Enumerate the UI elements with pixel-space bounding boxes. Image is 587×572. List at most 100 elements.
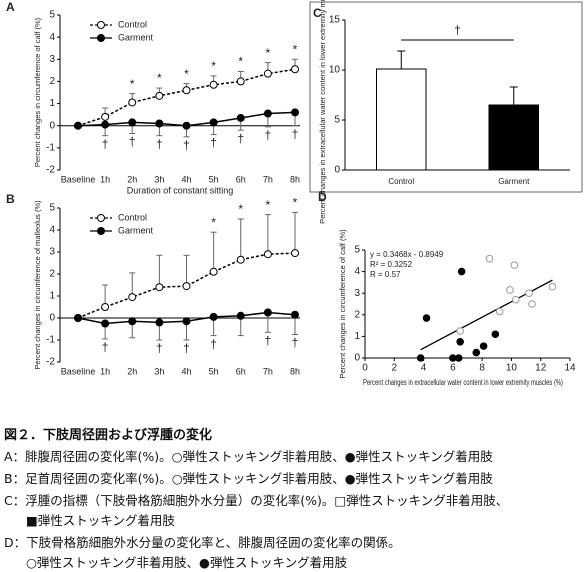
- significance-mark: †: [237, 131, 244, 145]
- marker: [209, 312, 218, 321]
- marker: [456, 327, 464, 335]
- y-tick-label: 0: [49, 120, 55, 131]
- y-tick-label: -2: [46, 357, 55, 368]
- legend-label: Garment: [118, 225, 154, 235]
- marker: [209, 80, 218, 89]
- x-tick-label: 3h: [154, 174, 164, 184]
- significance-mark: *: [266, 46, 271, 60]
- trend-line: [420, 279, 553, 351]
- significance-mark: †: [265, 128, 272, 142]
- marker: [510, 261, 519, 269]
- panel-label: D: [318, 190, 327, 204]
- significance-mark: †: [156, 341, 163, 355]
- marker: [128, 118, 137, 127]
- marker: [495, 307, 504, 316]
- x-tick-label: 1h: [100, 174, 110, 184]
- y-tick-label: -2: [46, 165, 55, 176]
- marker: [236, 255, 245, 264]
- y-tick-label: -1: [46, 142, 55, 153]
- caption-title: 図２．下肢周径囲および浮腫の変化: [4, 428, 213, 443]
- significance-mark: *: [266, 198, 271, 212]
- marker: [263, 250, 272, 259]
- marker: [456, 338, 464, 346]
- marker: [182, 282, 191, 291]
- y-tick-label: 0: [354, 353, 360, 364]
- legend-label: Control: [118, 19, 147, 29]
- y-tick-label: 5: [354, 245, 360, 256]
- y-tick-label: 5: [49, 203, 55, 214]
- significance-mark: *: [130, 77, 135, 91]
- x-tick-label: 0: [362, 363, 368, 374]
- significance-mark: *: [238, 202, 243, 216]
- y-axis-label: Percent changes in circumference of calf…: [33, 17, 42, 167]
- caption-line: C：浮腫の指標（下肢骨格筋細胞外水分量）の変化率(%)。□弾性ストッキング非着用…: [4, 493, 509, 508]
- marker: [416, 354, 425, 362]
- x-tick-label: 3h: [154, 366, 164, 376]
- x-tick-label: 14: [564, 363, 576, 374]
- x-tick-label: 6h: [236, 174, 246, 184]
- y-tick-label: 2: [49, 269, 55, 280]
- marker: [422, 314, 431, 322]
- marker: [291, 310, 299, 319]
- legend-marker: [97, 21, 105, 29]
- significance-mark: †: [102, 340, 109, 354]
- x-tick-label: 2h: [127, 366, 137, 376]
- significance-mark: †: [210, 136, 217, 150]
- marker: [525, 289, 533, 298]
- marker: [479, 342, 488, 350]
- x-tick-label: 8h: [290, 366, 300, 376]
- y-tick-label: 1: [49, 98, 55, 109]
- marker: [209, 118, 218, 127]
- bar: [488, 104, 539, 171]
- y-tick-label: -1: [46, 335, 55, 346]
- x-tick-label: 7h: [263, 174, 273, 184]
- legend-marker: [97, 227, 105, 235]
- y-tick-label: 15: [329, 15, 341, 26]
- significance-mark: *: [293, 42, 298, 56]
- figure: -2 -1 0 1 2 3 4 5 Percent changes in circumferen…: [6, 0, 583, 387]
- y-tick-label: 2: [354, 309, 360, 320]
- marker: [472, 348, 481, 357]
- x-tick-label: 2h: [127, 174, 137, 184]
- significance-mark: †: [292, 336, 299, 350]
- y-tick-label: 3: [49, 54, 55, 65]
- marker: [263, 69, 272, 78]
- x-tick-label: 6: [450, 363, 456, 374]
- panel-label: A: [6, 0, 15, 14]
- caption-line: D：下肢骨格筋細胞外水分量の変化率と、腓腹周径囲の変化率の関係。: [4, 535, 401, 550]
- caption-line: ■弾性ストッキング着用肢: [26, 513, 175, 528]
- y-axis-label: Percent changes in extracellular water c…: [318, 0, 327, 224]
- marker: [101, 112, 110, 121]
- panel-label: B: [6, 192, 15, 206]
- caption-line: ○弾性ストッキング非着用肢、●弾性ストッキング着用肢: [26, 555, 348, 570]
- marker: [101, 120, 110, 129]
- y-tick-label: 4: [49, 225, 55, 236]
- y-tick-label: 1: [354, 331, 360, 342]
- y-tick-label: 5: [49, 10, 55, 21]
- x-tick-label: 7h: [263, 366, 273, 376]
- y-tick-label: 0: [49, 313, 55, 324]
- panel-c-frame: [309, 1, 583, 193]
- marker: [528, 300, 536, 308]
- x-tick-label: 4h: [181, 366, 191, 376]
- y-tick-label: 5: [334, 115, 340, 126]
- marker: [457, 267, 466, 276]
- caption-line: B：足首周径囲の変化率(%)。○弾性ストッキング非着用肢、●弾性ストッキング着用…: [4, 471, 493, 486]
- marker: [74, 121, 82, 130]
- marker: [491, 330, 500, 339]
- x-tick-label: 6h: [236, 366, 246, 376]
- series-line: [77, 252, 296, 319]
- y-tick-label: 4: [354, 266, 360, 277]
- x-tick-label: Control: [388, 177, 414, 186]
- marker: [291, 65, 299, 74]
- marker: [182, 121, 191, 130]
- x-tick-label: Baseline: [61, 366, 96, 376]
- annotation: R² = 0.3252: [370, 260, 413, 269]
- significance-mark: †: [129, 135, 136, 149]
- annotation: R = 0.57: [370, 270, 401, 279]
- legend-label: Garment: [118, 32, 154, 42]
- y-axis-label: Percent changes in circumference of mall…: [33, 200, 42, 370]
- marker: [263, 109, 272, 118]
- panel-label: C: [313, 6, 322, 20]
- legend-label: Control: [118, 212, 147, 222]
